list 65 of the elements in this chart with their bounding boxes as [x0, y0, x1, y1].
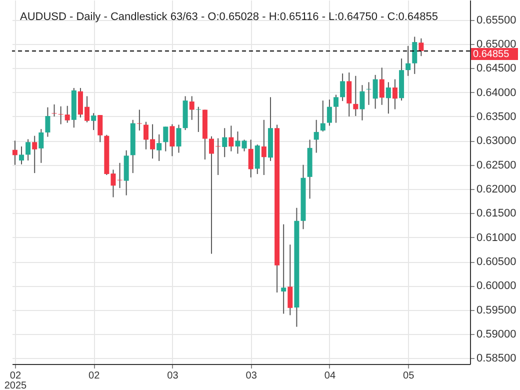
candlestick — [136, 109, 142, 132]
candlestick — [326, 99, 332, 126]
candlestick — [26, 138, 31, 161]
candlestick — [242, 139, 247, 152]
candlestick — [228, 125, 234, 152]
candlestick — [386, 82, 391, 114]
y-tick-label: 0.62500 — [476, 159, 516, 172]
candlestick — [163, 126, 168, 152]
y-tick-label: 0.63000 — [476, 135, 516, 148]
y-tick-label: 0.62000 — [476, 184, 516, 196]
y-tick-label: 0.59000 — [476, 328, 516, 341]
candlestick — [32, 135, 38, 174]
candlestick — [346, 72, 352, 117]
candlestick — [248, 139, 254, 178]
x-tick-label: 03 — [246, 370, 258, 382]
candlestick — [261, 119, 266, 176]
candlestick — [58, 106, 64, 125]
candlestick — [254, 144, 260, 175]
candlestick — [156, 134, 162, 162]
candlestick — [288, 244, 293, 316]
y-tick-label: 0.65500 — [476, 14, 516, 26]
candlestick — [19, 146, 24, 165]
y-tick-label: 0.64500 — [476, 62, 516, 75]
candlestick — [170, 124, 175, 157]
candlestick — [222, 128, 228, 158]
candlestick — [334, 94, 339, 124]
candlestick — [189, 96, 194, 120]
ref-line-label: 0.64855 — [473, 49, 510, 60]
candlestick — [418, 38, 424, 57]
candlestick — [360, 84, 365, 121]
y-tick-label: 0.59500 — [476, 304, 516, 316]
x-tick-label: 02 2025 — [4, 370, 28, 390]
candlestick — [64, 105, 70, 124]
y-tick-label: 0.64000 — [476, 86, 516, 99]
x-tick-label: 04 — [324, 370, 336, 382]
candlestick — [176, 124, 182, 154]
y-tick-label: 0.61500 — [476, 208, 516, 220]
candlestick — [235, 130, 240, 154]
candlestick — [38, 128, 44, 164]
candlestick — [281, 224, 286, 314]
candlestick — [340, 72, 346, 102]
candlestick — [12, 140, 18, 166]
candlestick — [353, 75, 358, 117]
candlestick — [45, 106, 50, 138]
candlestick — [320, 100, 326, 132]
x-tick-label: 05 — [403, 370, 415, 382]
y-tick-label: 0.63500 — [476, 111, 516, 123]
y-tick-label: 0.60000 — [476, 280, 516, 292]
text: AUDUSD - Daily - Candlestick 63/63 - O:0.65028 - H:0.65116 - L:0.64750 - C:0.64855 — [20, 11, 438, 23]
y-tick-label: 0.60500 — [476, 256, 516, 268]
candlestick — [412, 36, 418, 74]
candlestick — [392, 78, 398, 110]
y-tick-label: 0.58500 — [476, 352, 516, 365]
candlestick — [314, 119, 319, 154]
candlestick — [196, 106, 201, 132]
y-tick-label: 0.61000 — [476, 232, 516, 244]
x-tick-label: 03 — [167, 370, 179, 382]
candlestick — [406, 45, 411, 76]
y-tick-label: 0.65000 — [476, 38, 516, 50]
candlestick — [91, 112, 96, 131]
candlestick — [379, 67, 384, 106]
x-tick-label: 02 — [88, 370, 100, 382]
candlestick — [98, 114, 103, 143]
candlestick — [52, 104, 57, 117]
candlestick — [117, 162, 122, 189]
